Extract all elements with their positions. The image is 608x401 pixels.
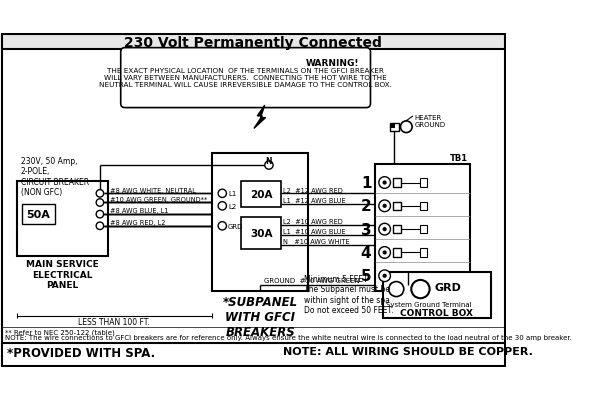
Bar xyxy=(390,123,399,132)
Circle shape xyxy=(379,177,390,189)
Circle shape xyxy=(382,204,387,209)
Text: THE EXACT PHYSICAL LOCATION  OF THE TERMINALS ON THE GFCI BREAKER
WILL VARY BETW: THE EXACT PHYSICAL LOCATION OF THE TERMI… xyxy=(99,68,392,87)
Text: HEATER
GROUND: HEATER GROUND xyxy=(415,115,446,128)
Text: L2  #12 AWG RED: L2 #12 AWG RED xyxy=(283,187,343,193)
Text: L2  #10 AWG RED: L2 #10 AWG RED xyxy=(283,219,343,225)
Text: GROUND  #10 AWG GREEN: GROUND #10 AWG GREEN xyxy=(264,277,360,284)
Circle shape xyxy=(218,190,226,198)
Text: 230 Volt Permanently Connected: 230 Volt Permanently Connected xyxy=(124,36,382,50)
FancyBboxPatch shape xyxy=(121,49,370,108)
Text: WARNING!: WARNING! xyxy=(306,59,360,68)
Bar xyxy=(22,205,55,225)
Bar xyxy=(421,225,427,234)
Text: *SUBPANEL
WITH GFCI
BREAKERS: *SUBPANEL WITH GFCI BREAKERS xyxy=(223,295,298,338)
Bar xyxy=(393,225,401,234)
Text: ** Refer to NEC 250-122 (table): ** Refer to NEC 250-122 (table) xyxy=(5,328,115,335)
Text: 50A: 50A xyxy=(26,210,50,220)
Text: 30A: 30A xyxy=(250,229,272,239)
Bar xyxy=(393,179,401,187)
Bar xyxy=(421,202,427,211)
Text: NOTE: The wire connections to GFCI breakers are for reference only. Always ensur: NOTE: The wire connections to GFCI break… xyxy=(5,334,572,340)
Text: 3: 3 xyxy=(361,222,371,237)
Text: L1  #12 AWG BLUE: L1 #12 AWG BLUE xyxy=(283,198,346,204)
Text: TB1: TB1 xyxy=(450,153,468,162)
Text: 5: 5 xyxy=(361,269,371,284)
Bar xyxy=(393,249,401,257)
Text: #8 AWG WHITE, NEUTRAL: #8 AWG WHITE, NEUTRAL xyxy=(110,187,196,193)
Bar xyxy=(393,272,401,280)
Text: #8 AWG RED, L2: #8 AWG RED, L2 xyxy=(110,219,165,225)
Bar xyxy=(421,249,427,257)
Text: MAIN SERVICE
ELECTRICAL
PANEL: MAIN SERVICE ELECTRICAL PANEL xyxy=(26,259,99,289)
Text: 20A: 20A xyxy=(250,190,272,200)
Circle shape xyxy=(382,181,387,185)
Text: L1: L1 xyxy=(228,191,237,197)
Circle shape xyxy=(382,251,387,255)
Text: N: N xyxy=(266,156,272,166)
Circle shape xyxy=(382,227,387,232)
Text: *PROVIDED WITH SPA.: *PROVIDED WITH SPA. xyxy=(7,346,155,359)
Text: 4: 4 xyxy=(361,245,371,260)
Text: GRD: GRD xyxy=(435,283,461,293)
Text: 2: 2 xyxy=(361,199,371,214)
Bar xyxy=(421,272,427,280)
Circle shape xyxy=(382,274,387,278)
Text: #8 AWG BLUE, L1: #8 AWG BLUE, L1 xyxy=(110,208,168,214)
Text: L1  #10 AWG BLUE: L1 #10 AWG BLUE xyxy=(283,229,346,235)
Circle shape xyxy=(411,280,430,298)
Bar xyxy=(421,179,427,187)
Circle shape xyxy=(96,199,103,207)
Text: N   #10 AWG WHITE: N #10 AWG WHITE xyxy=(283,239,350,245)
Bar xyxy=(392,125,395,129)
Circle shape xyxy=(96,223,103,230)
Bar xyxy=(375,165,471,291)
Bar xyxy=(241,218,282,249)
Polygon shape xyxy=(254,106,266,129)
Bar xyxy=(393,202,401,211)
Circle shape xyxy=(379,200,390,212)
Text: GRD: GRD xyxy=(228,223,243,229)
Text: 230V, 50 Amp,
2-POLE,
CIRCUIT BREAKER
(NON GFC): 230V, 50 Amp, 2-POLE, CIRCUIT BREAKER (N… xyxy=(21,156,89,196)
Circle shape xyxy=(264,162,273,170)
Circle shape xyxy=(379,224,390,235)
Circle shape xyxy=(389,282,404,297)
Circle shape xyxy=(218,222,226,231)
Text: LESS THAN 100 FT.: LESS THAN 100 FT. xyxy=(78,318,150,326)
Text: CONTROL BOX: CONTROL BOX xyxy=(399,308,472,318)
Bar xyxy=(212,154,308,291)
Circle shape xyxy=(96,211,103,219)
Bar xyxy=(241,181,282,208)
Text: System Ground Terminal: System Ground Terminal xyxy=(386,301,472,307)
Text: Minimum 5 FEET
The Subpanel must be
within sight of the spa
Do not exceed 50 FEE: Minimum 5 FEET The Subpanel must be with… xyxy=(304,274,393,314)
Circle shape xyxy=(96,190,103,198)
Text: NOTE: ALL WIRING SHOULD BE COPPER.: NOTE: ALL WIRING SHOULD BE COPPER. xyxy=(283,346,533,356)
Text: L2: L2 xyxy=(228,203,237,209)
Circle shape xyxy=(379,247,390,259)
Text: 1: 1 xyxy=(361,176,371,190)
Bar xyxy=(16,181,108,256)
Circle shape xyxy=(218,202,226,211)
Circle shape xyxy=(379,270,390,282)
Text: #10 AWG GREEN, GROUND**: #10 AWG GREEN, GROUND** xyxy=(110,196,207,202)
Bar xyxy=(383,273,491,318)
Bar xyxy=(2,35,505,50)
Circle shape xyxy=(401,122,412,133)
